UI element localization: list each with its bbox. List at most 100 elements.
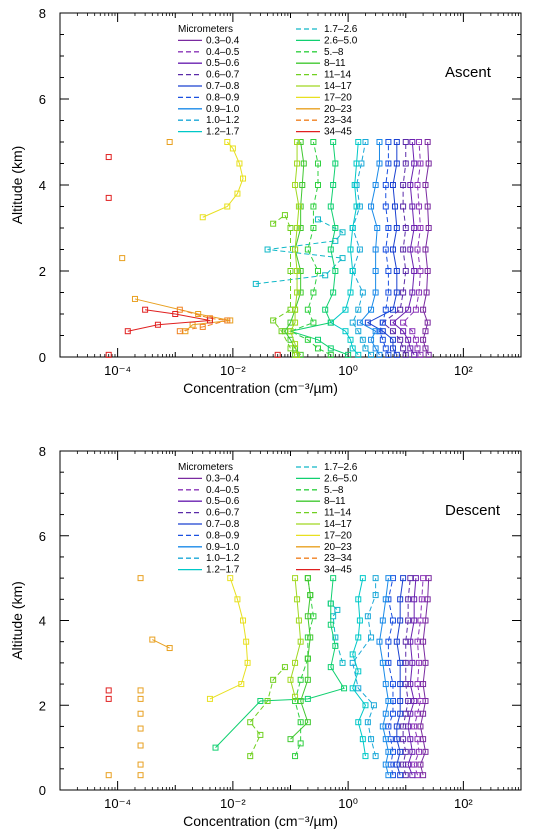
data-point <box>418 596 425 603</box>
data-point <box>292 246 299 253</box>
data-point <box>332 642 339 649</box>
data-point <box>414 681 421 688</box>
data-point <box>407 345 414 352</box>
data-point <box>420 336 427 343</box>
series-line <box>284 141 305 356</box>
data-point <box>412 575 419 582</box>
data-point <box>342 306 349 313</box>
data-point <box>393 736 400 743</box>
data-point <box>416 659 423 666</box>
legend-entry: 2.6–5.0 <box>324 473 358 484</box>
data-point <box>234 190 241 197</box>
data-point <box>420 681 427 688</box>
legend-entry: 11–14 <box>324 70 352 81</box>
legend-entry: 0.6–0.7 <box>206 508 240 519</box>
data-point <box>172 311 179 317</box>
series-line <box>378 578 389 776</box>
x-tick-label: 10⁰ <box>338 796 358 811</box>
data-point <box>304 676 311 683</box>
data-point <box>355 634 362 641</box>
data-point <box>359 736 366 743</box>
data-point <box>322 306 329 313</box>
data-point <box>234 596 241 603</box>
data-point <box>397 772 404 779</box>
series-line <box>359 142 380 356</box>
data-point <box>332 268 339 274</box>
legend-entry: 0.4–0.5 <box>206 47 240 58</box>
data-point <box>304 246 311 253</box>
series-17–20 <box>199 139 247 221</box>
y-tick-label: 2 <box>39 264 46 279</box>
series-line <box>366 142 398 356</box>
series-0.7–0.8 <box>364 139 400 358</box>
data-point <box>372 753 379 760</box>
data-point <box>304 695 311 702</box>
data-point <box>359 575 366 582</box>
series-2.6–5.0 <box>212 575 348 751</box>
series-0.3–0.4 <box>417 575 432 779</box>
data-point <box>382 246 389 253</box>
legend-entry: 17–20 <box>324 92 352 103</box>
data-point <box>342 328 349 335</box>
data-point <box>297 225 304 231</box>
data-point <box>382 306 389 313</box>
legend: Micrometers0.3–0.40.4–0.50.5–0.60.6–0.70… <box>178 24 358 138</box>
data-point <box>411 723 418 730</box>
series-line <box>329 141 359 356</box>
data-point <box>411 698 418 705</box>
data-point <box>294 351 301 358</box>
data-point <box>400 319 407 326</box>
series-14–17 <box>287 139 302 358</box>
legend-entry: 0.7–0.8 <box>206 81 240 92</box>
data-point <box>349 225 356 231</box>
data-point <box>359 336 366 343</box>
data-point <box>327 664 334 671</box>
y-tick-label: 8 <box>39 444 46 459</box>
data-point <box>368 634 375 641</box>
legend-entry: 14–17 <box>324 81 352 92</box>
data-point <box>270 317 277 324</box>
data-point <box>355 685 362 692</box>
data-point <box>327 351 334 358</box>
data-point <box>304 306 311 313</box>
data-point <box>402 268 409 274</box>
data-point <box>417 225 424 231</box>
data-point <box>327 621 334 628</box>
legend-entry: 0.8–0.9 <box>206 92 240 103</box>
data-point <box>389 345 396 352</box>
data-point <box>307 634 314 641</box>
data-point <box>385 748 392 755</box>
data-point <box>385 268 392 274</box>
data-point <box>332 160 339 167</box>
series-line <box>352 578 377 757</box>
series-line <box>255 218 344 285</box>
data-point <box>414 736 421 743</box>
data-point <box>425 575 432 582</box>
data-point <box>382 203 389 210</box>
data-point <box>393 139 400 145</box>
data-point <box>414 345 421 352</box>
data-point <box>405 306 412 313</box>
data-point <box>294 139 301 145</box>
series-0.8–0.9 <box>376 139 392 358</box>
data-point <box>287 328 294 335</box>
data-point <box>402 638 409 645</box>
data-point <box>402 351 409 358</box>
data-point <box>385 289 392 296</box>
data-point <box>402 748 409 755</box>
data-point <box>362 345 369 352</box>
data-point <box>137 687 144 694</box>
data-point <box>292 306 299 313</box>
y-tick-label: 4 <box>39 178 46 193</box>
data-point <box>397 617 404 624</box>
data-point <box>416 139 423 145</box>
series-0.4–0.5 <box>411 575 427 779</box>
data-point <box>292 659 299 666</box>
data-point <box>405 596 412 603</box>
data-point <box>349 268 356 274</box>
series-17–20 <box>206 575 251 702</box>
data-point <box>240 617 247 624</box>
data-point <box>368 736 375 743</box>
data-point <box>385 139 392 145</box>
data-point <box>166 645 173 652</box>
